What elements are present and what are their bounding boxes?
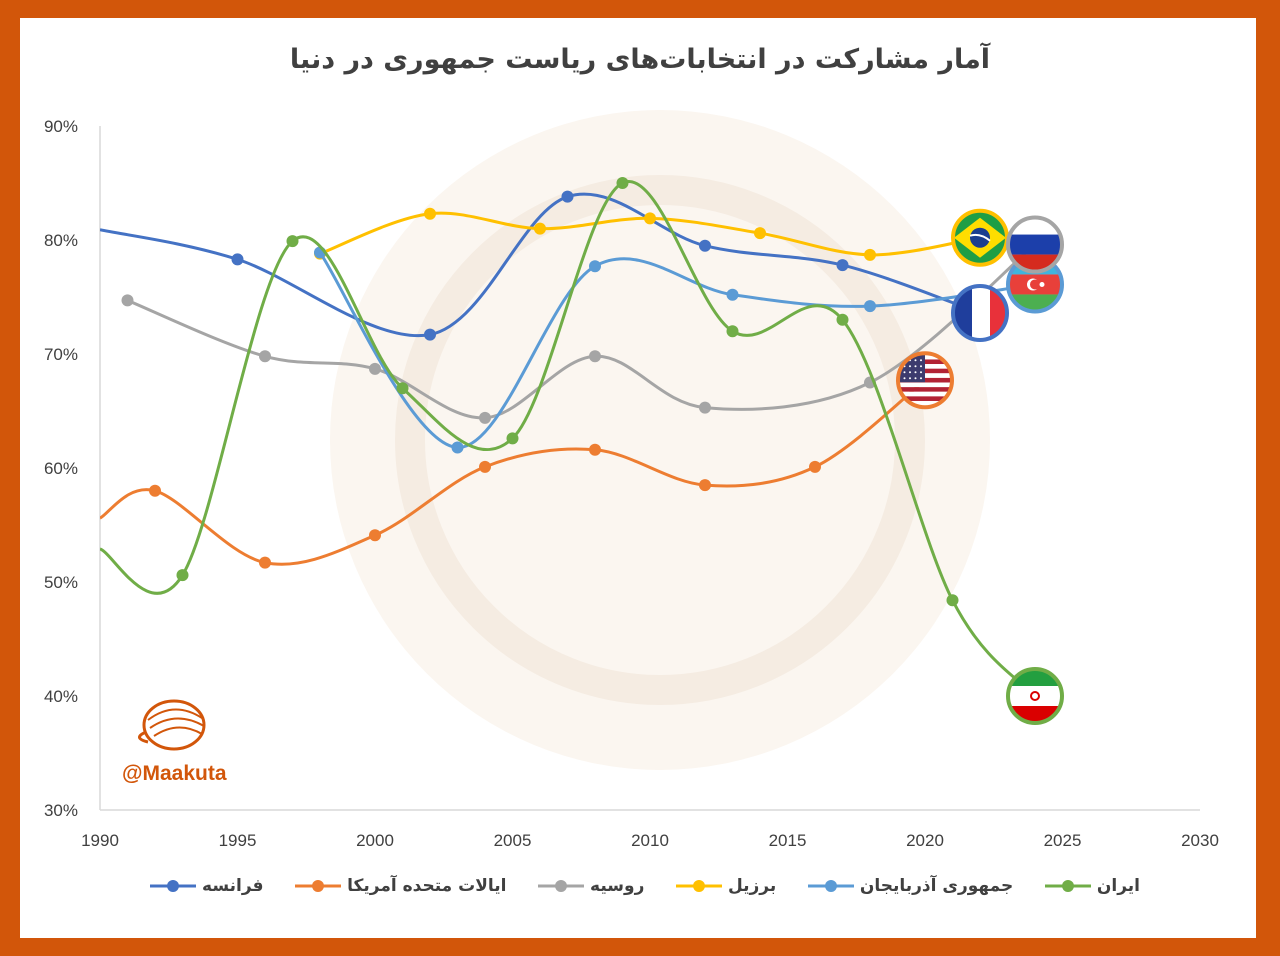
legend-label: برزیل <box>727 876 777 896</box>
data-point <box>589 443 601 456</box>
legend-swatch <box>1044 880 1091 892</box>
watermark-handle: @Maakuta <box>122 762 227 785</box>
legend-swatch <box>807 880 854 892</box>
russia-flag-icon <box>1006 215 1064 274</box>
data-point <box>946 594 959 607</box>
data-point <box>424 207 436 220</box>
data-point <box>589 350 601 363</box>
x-tick-label: 1990 <box>81 831 119 850</box>
data-point <box>479 460 491 473</box>
data-point <box>864 248 876 261</box>
france-flag-icon <box>951 283 1009 342</box>
x-tick-label: 2000 <box>356 831 394 850</box>
y-tick-label: 80% <box>44 231 78 250</box>
legend-swatch <box>150 880 197 892</box>
data-point <box>809 460 821 473</box>
data-point <box>369 529 381 542</box>
x-tick-label: 2020 <box>906 831 944 850</box>
legend-label: روسیه <box>590 876 645 896</box>
data-point <box>369 362 381 375</box>
data-point <box>231 253 244 266</box>
legend-swatch <box>675 880 722 892</box>
data-point <box>754 227 766 240</box>
x-tick-label: 2010 <box>631 831 669 850</box>
x-tick-label: 2005 <box>494 831 532 850</box>
data-point <box>836 313 849 326</box>
legend-swatch <box>538 880 585 892</box>
y-tick-label: 90% <box>44 117 78 136</box>
legend-label: جمهوری آذربایجان <box>859 876 1014 896</box>
y-tick-label: 70% <box>44 345 78 364</box>
data-point <box>259 350 271 363</box>
data-point <box>149 484 161 497</box>
data-point <box>479 411 491 424</box>
data-point <box>121 294 134 307</box>
data-point <box>534 222 546 235</box>
y-tick-label: 50% <box>44 573 78 592</box>
data-point <box>589 260 601 273</box>
legend-item-brazil: برزیل <box>675 876 777 896</box>
iran-flag-icon <box>1006 667 1064 725</box>
x-tick-label: 2015 <box>769 831 807 850</box>
data-point <box>836 259 849 272</box>
legend-item-france: فرانسه <box>150 876 264 896</box>
data-point <box>176 569 189 582</box>
brazil-flag-icon <box>951 208 1009 267</box>
y-tick-label: 30% <box>44 801 78 820</box>
legend-swatch <box>295 880 342 892</box>
series-line-iran <box>100 180 1037 697</box>
legend-label: ایالات متحده آمریکا <box>347 876 507 896</box>
series-iran <box>100 177 1037 697</box>
data-point <box>424 328 436 341</box>
chart-title: آمار مشارکت در انتخابات‌های ریاست جمهوری… <box>289 44 991 75</box>
series-russia <box>121 243 1036 424</box>
legend-item-azerbaijan: جمهوری آذربایجان <box>807 876 1014 896</box>
data-point <box>864 300 876 313</box>
data-point <box>726 325 739 338</box>
x-tick-label: 2025 <box>1044 831 1082 850</box>
data-point <box>699 479 711 492</box>
maakuta-logo <box>118 690 228 764</box>
data-point <box>561 190 574 203</box>
data-point <box>451 441 464 454</box>
data-point <box>644 212 656 225</box>
x-tick-label: 1995 <box>219 831 257 850</box>
x-tick-label: 2030 <box>1181 831 1219 850</box>
legend-item-russia: روسیه <box>538 876 644 896</box>
data-point <box>726 288 739 301</box>
data-point <box>699 239 711 252</box>
data-point <box>506 432 519 445</box>
data-point <box>699 401 711 414</box>
series-azerbaijan <box>314 246 1036 454</box>
data-point <box>286 235 299 248</box>
series-france <box>100 190 981 341</box>
legend-item-usa: ایالات متحده آمریکا <box>295 876 506 896</box>
y-tick-label: 60% <box>44 459 78 478</box>
legend-label: ایران <box>1096 876 1140 896</box>
data-point <box>259 556 271 569</box>
legend-label: فرانسه <box>202 876 264 896</box>
usa-flag-icon <box>896 351 954 410</box>
data-point <box>616 177 629 189</box>
y-tick-label: 40% <box>44 687 78 706</box>
legend-item-iran: ایران <box>1044 876 1140 896</box>
data-point <box>396 382 409 395</box>
legend: ایران جمهوری آذربایجان برزیل روسیه ایالات مت… <box>150 876 1140 896</box>
